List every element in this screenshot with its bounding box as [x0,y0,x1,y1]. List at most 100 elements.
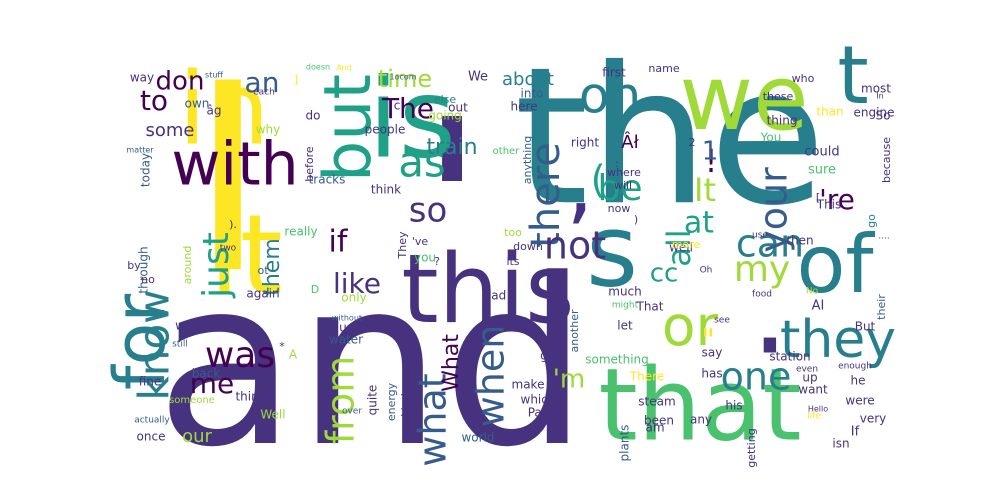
cloud-word: . [751,243,789,382]
cloud-word: before [303,146,316,182]
cloud-word: around [181,246,194,285]
cloud-word: each [253,88,275,98]
cloud-word: what [411,373,455,466]
cloud-word: 've [412,235,429,248]
cloud-word: am [645,421,664,435]
cloud-word: were [845,394,874,408]
cloud-word: name [648,62,679,75]
cloud-word: ] [294,73,298,86]
cloud-word: Hello [808,405,828,414]
cloud-word: really [284,225,317,239]
cloud-word: do [306,109,321,123]
cloud-word: most [861,82,891,96]
cloud-word: 're [819,183,855,216]
cloud-word: go [865,214,878,228]
cloud-word: 1 [702,137,719,167]
cloud-word: Paris [528,406,557,420]
cloud-word: other [493,146,521,157]
cloud-word: as [398,138,446,187]
cloud-word: any [690,413,712,427]
cloud-word: just [196,232,237,299]
cloud-word: them [260,238,285,296]
cloud-word: And [336,64,352,73]
cloud-word: : [615,157,619,170]
cloud-word: here [510,100,537,114]
cloud-word: " [701,324,715,359]
cloud-word: s [586,192,638,309]
cloud-word: their [875,294,888,320]
cloud-word: with [171,130,298,200]
cloud-word: too [504,226,522,239]
cloud-word: my [734,249,790,290]
cloud-word: see [714,316,730,326]
cloud-word: AI [812,299,825,314]
cloud-word: life [807,412,821,422]
cloud-word: 'm [553,365,585,395]
cloud-word: because [880,137,893,183]
cloud-word: no [141,273,155,286]
cloud-word: much [608,285,642,299]
cloud-word: would [175,319,211,333]
cloud-word: people [365,123,406,137]
cloud-word: .... [878,232,889,242]
cloud-word: own [185,97,210,111]
cloud-word: that [598,346,801,463]
cloud-word: which [521,393,556,407]
cloud-word: time [378,65,432,93]
cloud-word: 1ocom [389,73,416,82]
cloud-word: matter [126,146,154,155]
cloud-word: only [341,291,366,305]
cloud-word: why [256,123,281,137]
cloud-word: about [502,69,554,90]
cloud-word: still [172,340,188,350]
cloud-word: into [521,87,544,101]
cloud-word: use [752,231,768,241]
cloud-word: for [99,294,181,390]
cloud-word: Âł [621,131,639,153]
cloud-word: way [130,71,154,85]
cloud-word: we [680,46,809,151]
cloud-word: our [182,426,212,447]
cloud-word: is [368,54,456,182]
cloud-word: been [644,414,674,428]
cloud-word: and [156,231,589,498]
cloud-word: ) [634,213,638,226]
cloud-word: like [333,267,381,300]
cloud-word: some [146,120,195,141]
cloud-word: In [876,92,883,101]
cloud-word: ). [229,218,237,231]
cloud-word: by [127,259,141,272]
cloud-word: let [617,319,633,333]
cloud-word: this [401,235,574,345]
cloud-word: an [245,66,280,99]
cloud-word: plants [618,425,632,462]
cloud-word: so [409,191,448,231]
cloud-word: world [461,431,494,445]
cloud-word: back [192,367,221,381]
cloud-word: train [426,135,477,160]
cloud-word: than [816,105,843,119]
cloud-word: If [851,425,860,440]
cloud-word: again [246,287,279,301]
cloud-word: t [837,29,868,122]
cloud-word: where [607,166,641,179]
cloud-word: else [434,93,457,106]
cloud-word: your [752,167,796,253]
cloud-word: There [629,370,664,384]
cloud-word: another [568,309,581,352]
cloud-word: âg [207,104,222,118]
cloud-word: water [329,333,363,347]
cloud-word: he [851,374,866,388]
cloud-word: someone [169,395,215,406]
cloud-word: if [329,225,349,260]
cloud-word: us [339,321,353,335]
cloud-word: anything [521,136,534,185]
cloud-word: thing [767,114,798,128]
cloud-word: it [209,190,283,318]
cloud-word: D [311,283,319,296]
cloud-word: in [178,50,269,167]
cloud-word: me [190,367,235,400]
cloud-word: station [769,350,810,364]
cloud-word: out [448,101,468,115]
